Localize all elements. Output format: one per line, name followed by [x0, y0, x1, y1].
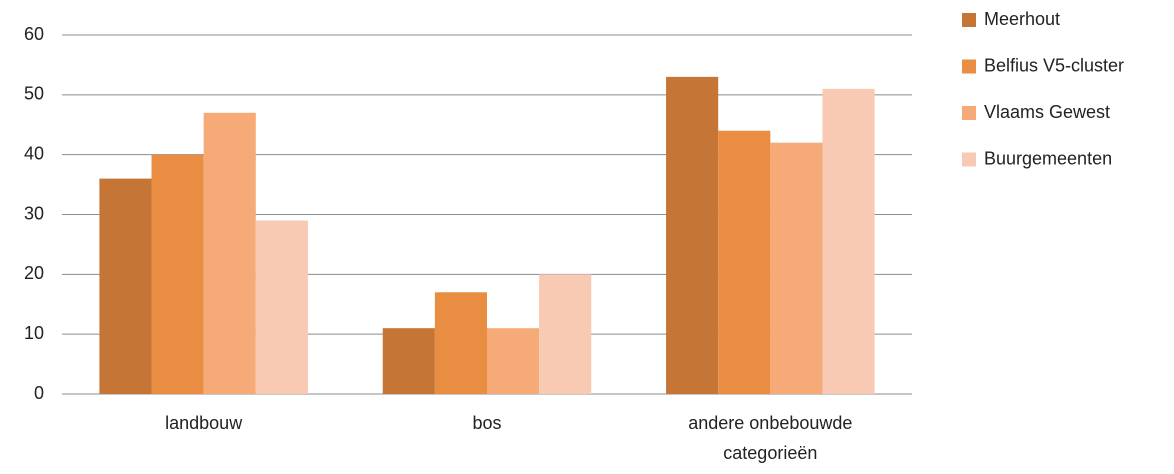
x-tick-label: landbouw — [165, 413, 243, 433]
legend-label: Vlaams Gewest — [984, 102, 1110, 122]
y-tick-label: 40 — [24, 143, 44, 163]
bar — [822, 88, 875, 394]
legend-label: Belfius V5-cluster — [984, 55, 1124, 75]
bar — [487, 328, 540, 394]
legend-swatch — [962, 13, 976, 27]
bar — [203, 112, 256, 395]
y-tick-label: 60 — [24, 24, 44, 44]
bar — [255, 220, 308, 394]
y-tick-label: 10 — [24, 323, 44, 343]
bar — [539, 274, 592, 394]
legend-swatch — [962, 59, 976, 74]
bar — [434, 292, 487, 394]
bar — [99, 178, 152, 394]
legend-label: Buurgemeenten — [984, 148, 1112, 168]
x-tick-label: andere onbebouwde categorieën — [688, 413, 853, 463]
bar — [718, 130, 771, 394]
bar — [770, 142, 823, 394]
y-tick-label: 50 — [24, 84, 44, 104]
legend-label: Meerhout — [984, 9, 1060, 29]
x-tick-label: bos — [472, 413, 502, 433]
bar — [666, 76, 719, 394]
y-tick-label: 20 — [24, 263, 44, 283]
legend-swatch — [962, 152, 976, 167]
y-tick-label: 0 — [34, 383, 44, 403]
legend-swatch — [962, 106, 976, 120]
y-tick-label: 30 — [24, 203, 44, 223]
bar — [151, 154, 204, 394]
bar — [382, 328, 435, 394]
